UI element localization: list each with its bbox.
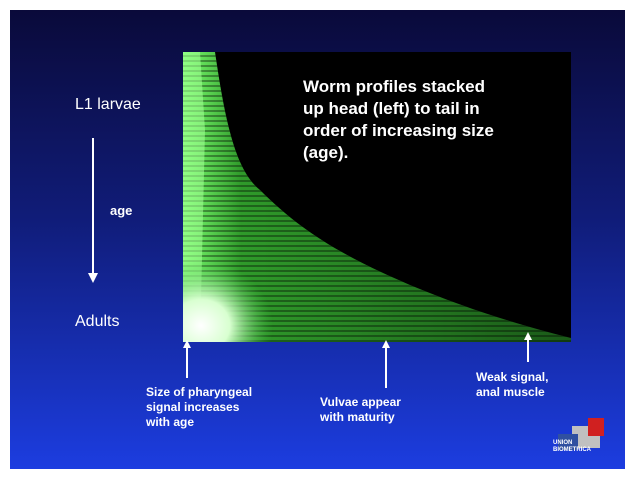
logo-line: UNION: [553, 440, 573, 446]
logo-mark: [558, 418, 604, 450]
image-caption: Worm profiles stacked up head (left) to …: [303, 76, 494, 164]
annotation: Vulvae appear with maturity: [320, 395, 401, 425]
annotation-line: signal increases: [146, 400, 240, 414]
annotation-line: Weak signal,: [476, 370, 549, 384]
caption-line: Worm profiles stacked: [303, 77, 486, 96]
slide: Worm profiles stacked up head (left) to …: [10, 10, 625, 469]
annotation-line: Vulvae appear: [320, 395, 401, 409]
logo-text: UNION BIOMETRICA: [553, 440, 591, 454]
caption-line: (age).: [303, 143, 349, 162]
annotation: Size of pharyngeal signal increases with…: [146, 385, 252, 430]
top-label: L1 larvae: [75, 96, 141, 113]
annotation-line: with age: [146, 415, 195, 429]
arrows: [88, 138, 532, 388]
pharyngeal-signal: [183, 260, 273, 342]
annotation: Weak signal, anal muscle: [476, 370, 548, 400]
bottom-label: Adults: [75, 313, 120, 330]
slide-graphics: [88, 52, 604, 450]
caption-line: up head (left) to tail in: [303, 99, 480, 118]
arrow-label: age: [110, 203, 133, 218]
caption-line: order of increasing size: [303, 121, 494, 140]
annotation-line: with maturity: [320, 410, 395, 424]
logo-line: BIOMETRICA: [553, 447, 591, 453]
annotation-line: anal muscle: [476, 385, 545, 399]
annotation-line: Size of pharyngeal: [146, 385, 253, 399]
profile-streaks: [183, 52, 571, 342]
